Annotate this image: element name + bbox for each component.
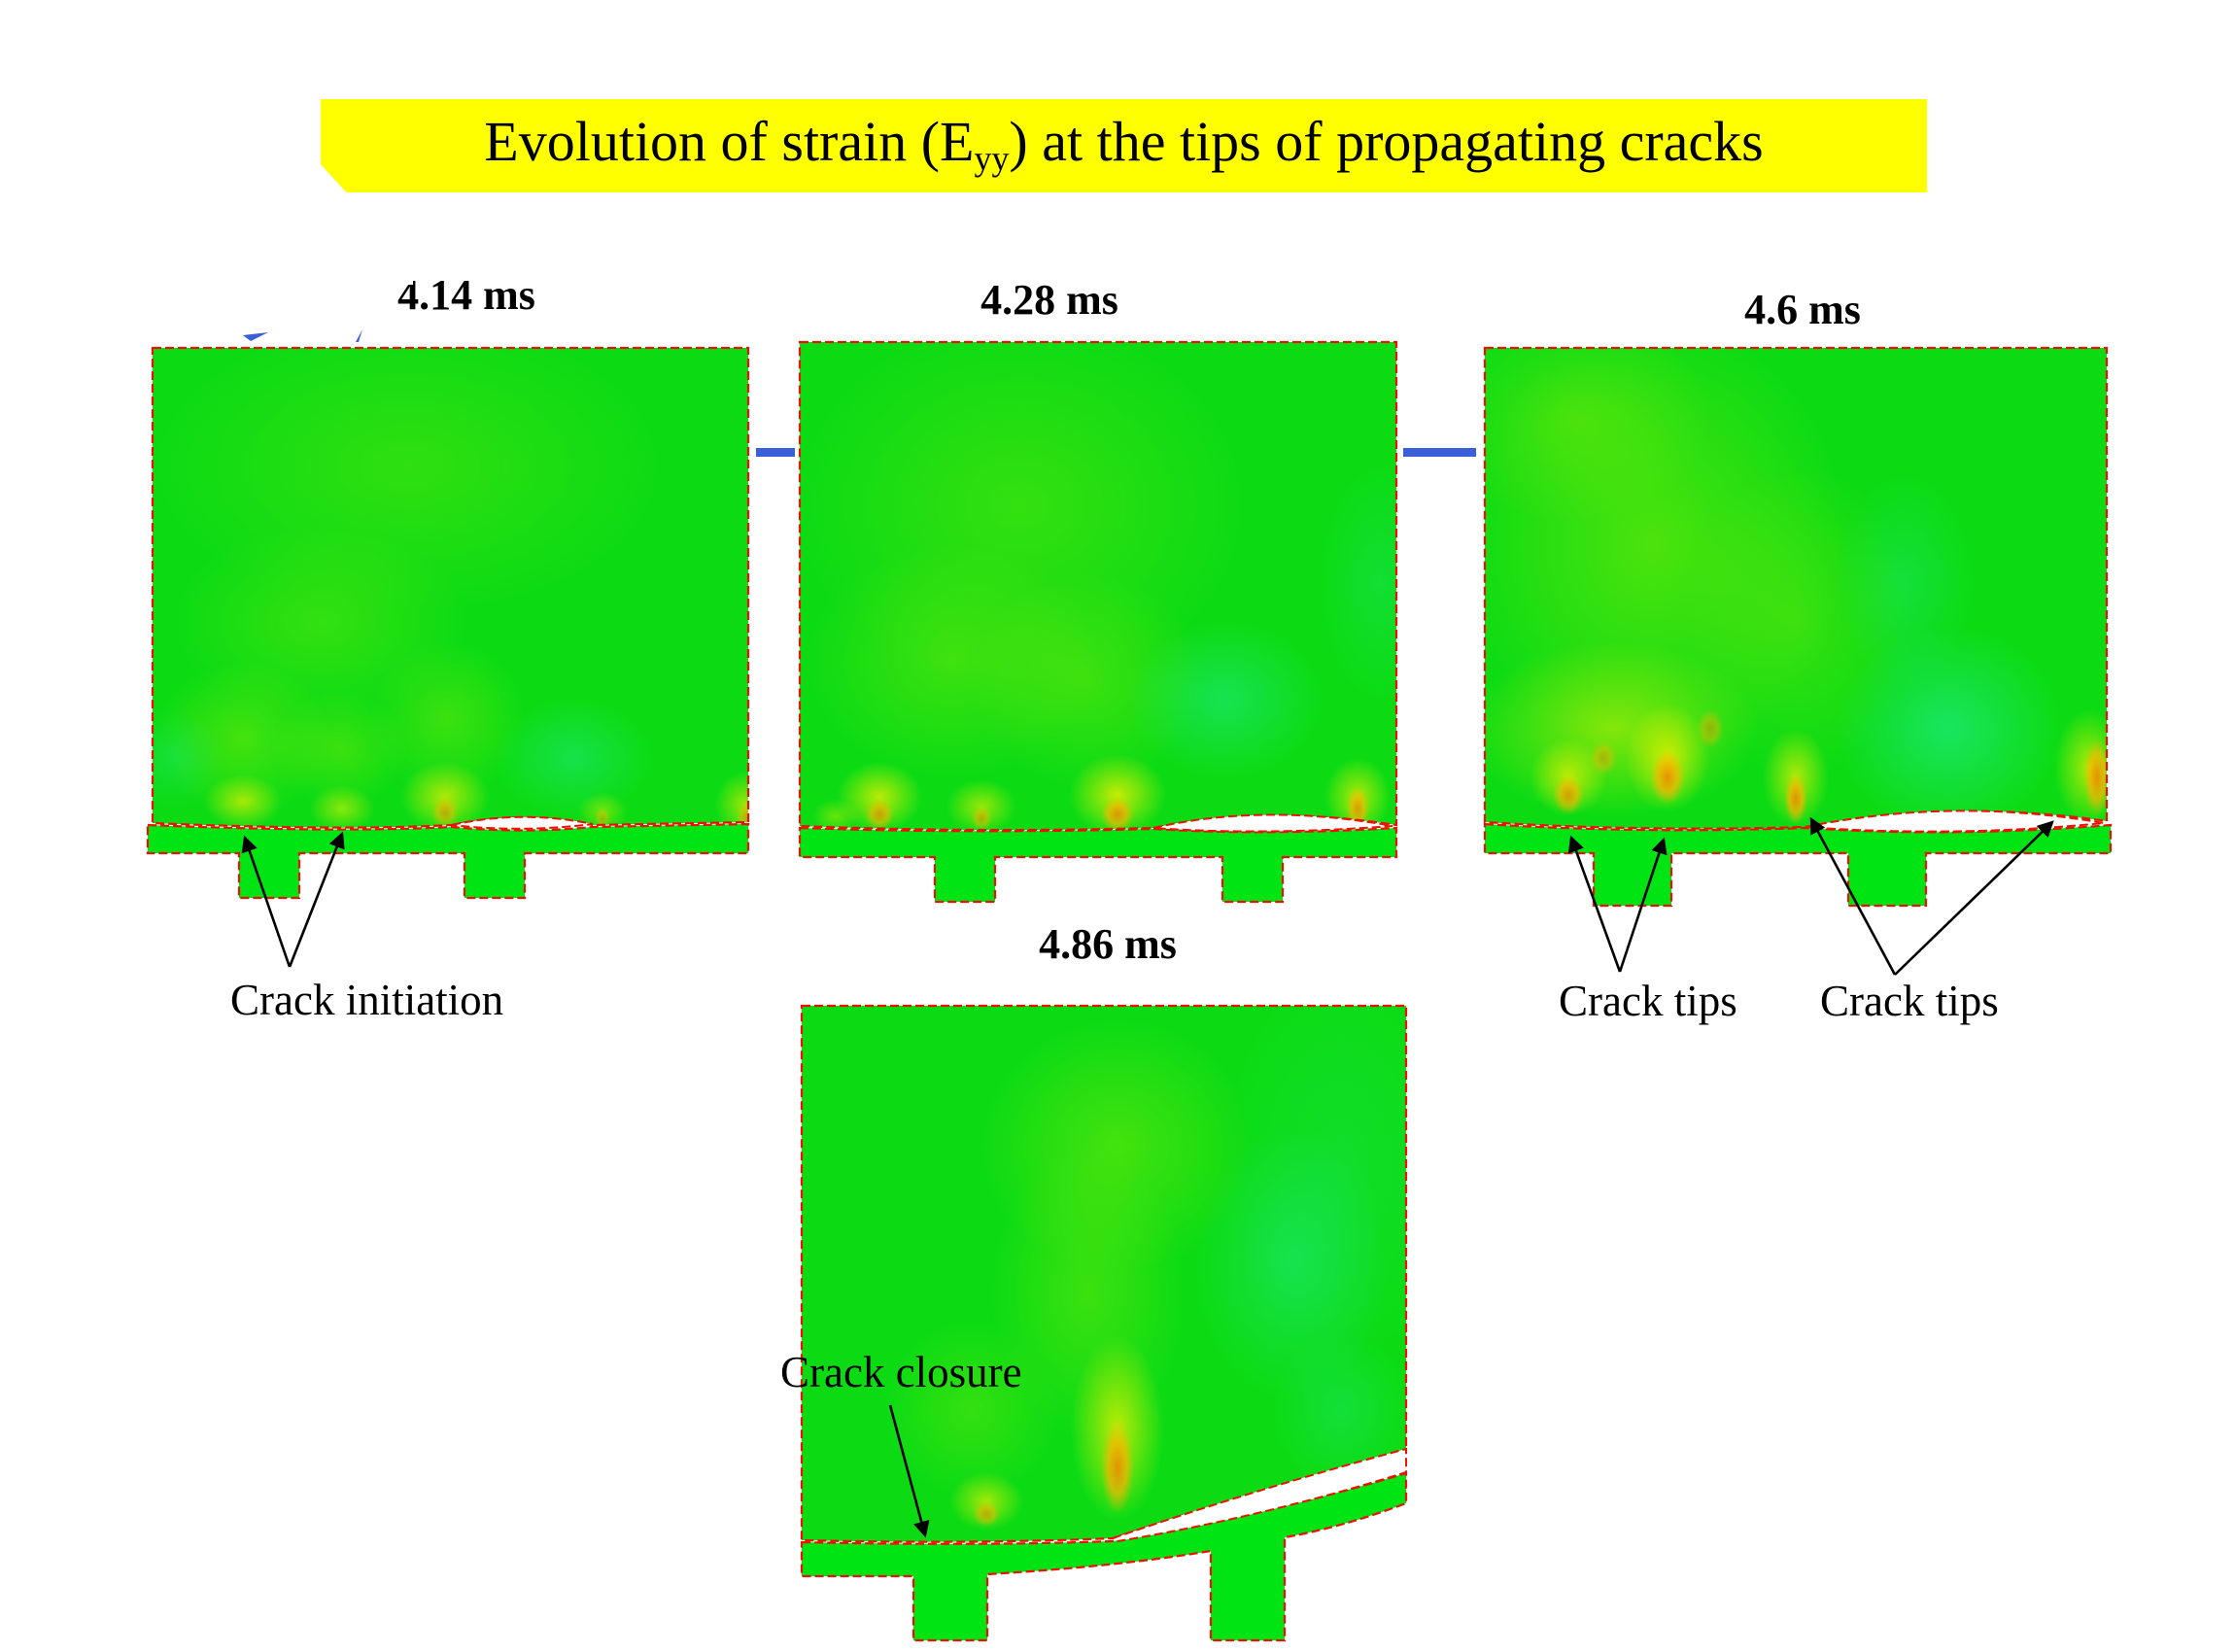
annotation-arrows	[241, 816, 2054, 1538]
crack-closure-arrow	[888, 1404, 930, 1538]
time-label-3: 4.6 ms	[1744, 286, 1861, 333]
panel-1-contour-plot	[146, 346, 750, 900]
slide-title-highlight: Evolution of strain (Eyy) at the tips of…	[321, 99, 1927, 192]
panel-3-contour-plot	[1483, 346, 2113, 908]
slide-title-post: ) at the tips of propagating cracks	[1009, 110, 1764, 174]
slide-title-subscript: yy	[974, 139, 1010, 179]
panel-4-crack-opening	[1110, 1447, 1407, 1543]
crack-tips-right-arrow-2	[1894, 820, 2054, 976]
slide-title-pre: Evolution of strain (E	[484, 110, 975, 174]
crack-initiation-arrow-left	[241, 835, 292, 968]
time-label-1: 4.14 ms	[397, 271, 535, 319]
annotation-crack-initiation: Crack initiation	[230, 976, 504, 1024]
connector-dash-2	[1403, 448, 1476, 457]
time-label-4: 4.86 ms	[1039, 920, 1177, 968]
crack-tips-right-arrow-1	[1809, 816, 1897, 976]
panel-1-base-strip	[148, 824, 748, 898]
annotation-crack-tips-left: Crack tips	[1559, 977, 1737, 1025]
panel-2-base-strip	[800, 828, 1396, 902]
slide-title: Evolution of strain (Eyy) at the tips of…	[484, 114, 1763, 177]
annotation-crack-tips-right: Crack tips	[1820, 977, 1999, 1025]
label-artifact-overlay	[387, 266, 413, 285]
crack-initiation-arrow-right	[288, 831, 345, 968]
panel-3-crack-opening	[1805, 809, 2105, 833]
blue-artifact-marks	[243, 329, 362, 342]
panel-3-base-strip	[1485, 824, 2111, 906]
panel-2-crack-opening	[1152, 813, 1393, 833]
crack-tips-left-arrow-1	[1567, 835, 1622, 973]
time-label-2: 4.28 ms	[980, 276, 1118, 324]
crack-tips-left-arrow-2	[1618, 837, 1668, 973]
connector-dash-1	[756, 448, 795, 457]
annotation-crack-closure: Crack closure	[780, 1348, 1022, 1396]
panel-4-base-strip	[802, 1473, 1406, 1640]
panel-4-contour-plot	[800, 1004, 1408, 1642]
panel-2-contour-plot	[798, 340, 1398, 904]
panel-connector-dashes	[756, 448, 1476, 457]
panel-1-crack-opening	[451, 815, 594, 830]
